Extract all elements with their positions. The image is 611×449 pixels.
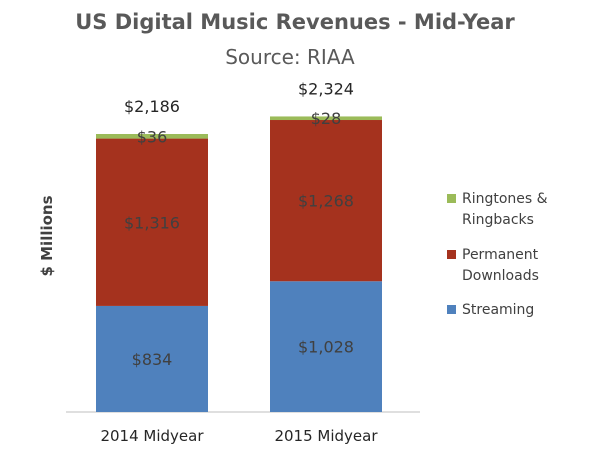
bars-layer: $834 $1,316 $36 $2,186 2014 Midyear $1,028 $1,… xyxy=(96,79,382,445)
data-label-ringtones-ringbacks-2: $28 xyxy=(311,109,342,128)
legend-label-1: Ringtones & Ringbacks xyxy=(462,191,548,228)
y-axis-label: $ Millions xyxy=(38,195,56,276)
data-label-streaming-1: $834 xyxy=(132,350,173,369)
legend: Ringtones & Ringbacks Permanent Downloads St… xyxy=(447,191,548,318)
legend-label-3: Streaming xyxy=(462,302,534,318)
bar-permanent-downloads-1 xyxy=(96,138,208,306)
legend-swatch-1 xyxy=(447,194,456,203)
legend-swatch-3 xyxy=(447,305,456,314)
x-tick-label-2: 2015 Midyear xyxy=(274,427,378,445)
chart-subtitle: Source: RIAA xyxy=(225,45,355,69)
bar-ringtones-ringbacks-2 xyxy=(270,116,382,121)
bar-streaming-2 xyxy=(270,281,382,412)
data-label-permanent-downloads-1: $1,316 xyxy=(124,213,180,232)
bar-ringtones-ringbacks-1 xyxy=(96,134,208,139)
total-label-1: $2,186 xyxy=(124,97,180,116)
legend-label-2: Permanent Downloads xyxy=(462,247,539,284)
x-tick-label-1: 2014 Midyear xyxy=(100,427,204,445)
data-label-permanent-downloads-2: $1,268 xyxy=(298,192,354,211)
bar-permanent-downloads-2 xyxy=(270,120,382,282)
data-label-streaming-2: $1,028 xyxy=(298,338,354,357)
data-label-ringtones-ringbacks-1: $36 xyxy=(137,127,168,146)
total-label-2: $2,324 xyxy=(298,79,354,98)
bar-streaming-1 xyxy=(96,305,208,412)
legend-swatch-2 xyxy=(447,250,456,259)
chart-title: US Digital Music Revenues - Mid-Year xyxy=(75,10,515,34)
